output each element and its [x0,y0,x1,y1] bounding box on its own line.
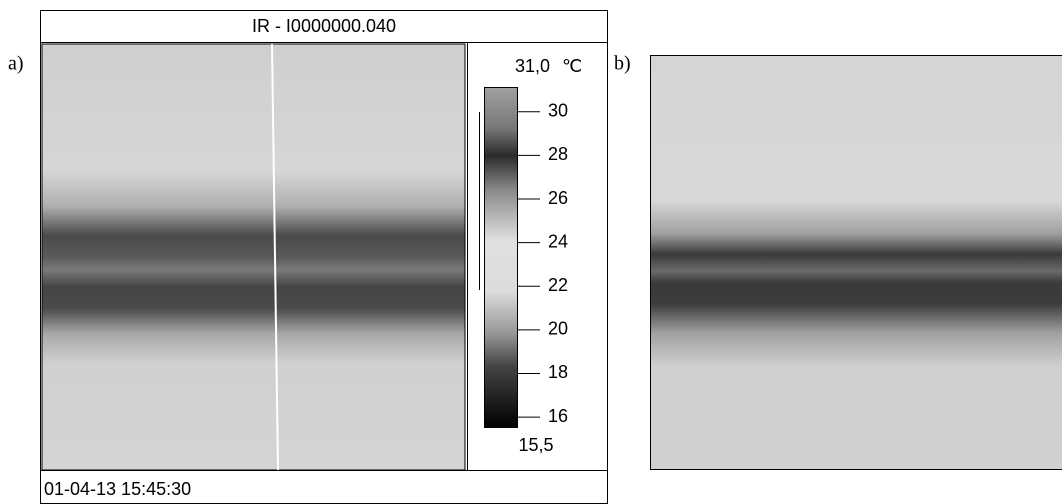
panel-label: b) [614,53,631,75]
panel-label: a) [8,53,24,75]
tick-label: 16 [548,406,568,426]
colorbar-min: 15,5 [518,435,553,455]
unit: ℃ [562,56,582,76]
tick-label: 26 [548,188,568,208]
timestamp: 01-04-13 15:45:30 [44,479,191,499]
colorbar-max: 31,0 [515,56,550,76]
ir-image [41,43,466,471]
tick-label: 28 [548,144,568,164]
profile-line [271,43,279,471]
model-image [650,55,1062,470]
tick-label: 20 [548,319,568,339]
tick-label: 22 [548,275,568,295]
colorbar [484,87,518,428]
tick-label: 18 [548,362,568,382]
tick-label: 24 [548,231,568,251]
panel-title: IR - I0000000.040 [252,16,396,36]
tick-label: 30 [548,101,568,121]
